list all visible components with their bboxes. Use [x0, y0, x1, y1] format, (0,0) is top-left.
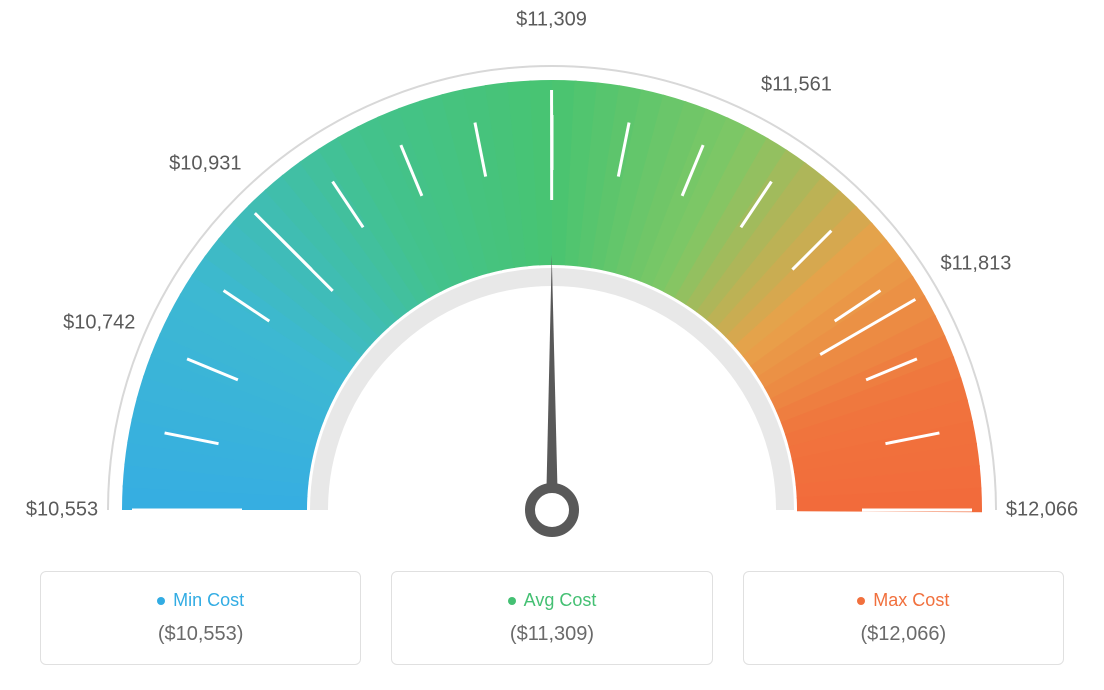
legend-title-avg: Avg Cost [508, 590, 597, 611]
gauge-tick-label: $11,561 [761, 74, 832, 97]
legend-card-max: Max Cost ($12,066) [743, 571, 1064, 665]
gauge-tick-label: $10,931 [169, 152, 241, 175]
gauge-svg [0, 0, 1104, 560]
gauge-area: $10,553 $10,931 $11,309 $11,813 $12,066 $10,7… [0, 0, 1104, 560]
gauge-tick-label: $11,309 [516, 9, 587, 32]
legend-label: Max Cost [873, 590, 949, 611]
dot-icon [857, 597, 865, 605]
gauge-tick-label: $10,553 [26, 499, 98, 522]
legend-value-avg: ($11,309) [404, 623, 699, 646]
legend-title-min: Min Cost [157, 590, 244, 611]
legend-card-min: Min Cost ($10,553) [40, 571, 361, 665]
gauge-tick-label: $12,066 [1006, 499, 1078, 522]
legend-row: Min Cost ($10,553) Avg Cost ($11,309) Ma… [40, 571, 1064, 665]
dot-icon [508, 597, 516, 605]
legend-value-min: ($10,553) [53, 623, 348, 646]
legend-title-max: Max Cost [857, 590, 949, 611]
dot-icon [157, 597, 165, 605]
legend-label: Min Cost [173, 590, 244, 611]
gauge-tick-label: $11,813 [941, 253, 1012, 276]
legend-card-avg: Avg Cost ($11,309) [391, 571, 712, 665]
legend-label: Avg Cost [524, 590, 597, 611]
legend-value-max: ($12,066) [756, 623, 1051, 646]
gauge-tick-label: $10,742 [63, 311, 135, 334]
cost-gauge-chart: $10,553 $10,931 $11,309 $11,813 $12,066 $10,7… [0, 0, 1104, 690]
